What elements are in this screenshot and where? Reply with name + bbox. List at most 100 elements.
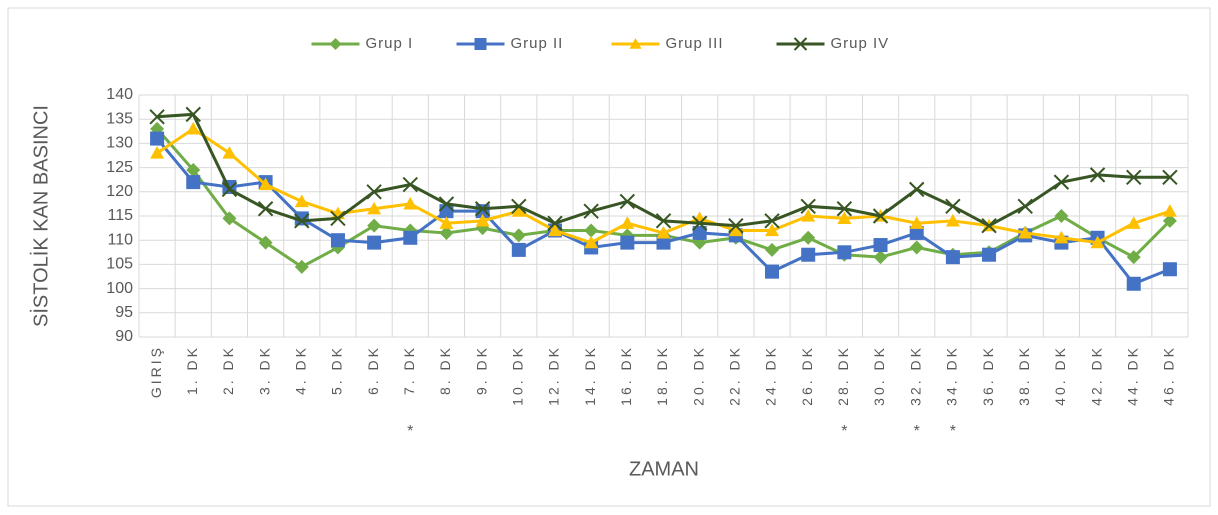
- marker: [439, 216, 454, 229]
- marker: [330, 233, 345, 248]
- marker: [800, 198, 816, 215]
- y-tick-label: 130: [106, 135, 133, 152]
- marker: [584, 235, 599, 249]
- marker: [619, 193, 636, 210]
- marker: [329, 38, 342, 50]
- legend-item: Grup IV: [776, 35, 888, 52]
- marker: [439, 204, 454, 219]
- x-tick-label: 14. DK: [582, 345, 598, 406]
- y-tick-label: 110: [107, 231, 133, 248]
- y-tick-label: 105: [106, 256, 133, 273]
- significance-note: *: [914, 423, 920, 440]
- marker: [873, 238, 888, 253]
- marker: [1162, 262, 1177, 277]
- x-axis-label: ZAMAN: [629, 458, 699, 480]
- marker: [801, 209, 816, 222]
- marker: [186, 163, 201, 178]
- y-tick-label: 140: [106, 86, 133, 103]
- marker: [1054, 209, 1069, 223]
- marker: [150, 146, 165, 159]
- marker: [656, 225, 671, 239]
- y-axis-label: SİSTOLİK KAN BASINCI: [29, 105, 52, 327]
- marker: [656, 235, 671, 250]
- marker: [836, 201, 853, 217]
- marker: [945, 213, 960, 227]
- marker: [511, 204, 526, 217]
- marker: [366, 184, 382, 200]
- marker: [1126, 250, 1141, 265]
- x-tick-label: 6. DK: [365, 345, 381, 395]
- x-tick-label: 16. DK: [618, 345, 634, 406]
- marker: [584, 223, 599, 238]
- marker: [294, 259, 309, 274]
- marker: [1126, 216, 1141, 229]
- marker: [691, 215, 708, 231]
- marker: [873, 250, 888, 265]
- marker: [402, 176, 419, 193]
- x-tick-label: 8. DK: [437, 345, 453, 395]
- marker: [439, 225, 454, 240]
- marker: [511, 242, 526, 257]
- marker: [186, 121, 201, 135]
- y-tick-label: 90: [115, 328, 133, 345]
- marker: [872, 208, 889, 224]
- marker: [547, 223, 562, 237]
- significance-note: *: [950, 423, 956, 440]
- marker: [765, 264, 780, 279]
- marker: [475, 213, 490, 227]
- marker: [1018, 225, 1033, 239]
- x-tick-label: 32. DK: [907, 345, 923, 406]
- marker: [945, 198, 961, 215]
- marker: [620, 216, 635, 229]
- marker: [438, 196, 455, 212]
- marker: [765, 242, 780, 257]
- marker: [981, 217, 997, 234]
- significance-note: *: [407, 423, 413, 440]
- marker: [257, 201, 274, 217]
- x-tick-label: 7. DK: [401, 345, 417, 395]
- marker: [1126, 276, 1141, 291]
- marker: [1053, 174, 1070, 190]
- marker: [945, 250, 960, 265]
- x-tick-label: 22. DK: [727, 345, 743, 406]
- marker: [221, 181, 238, 198]
- marker: [629, 38, 642, 49]
- marker: [294, 194, 309, 208]
- marker: [1017, 198, 1033, 215]
- marker: [258, 177, 273, 191]
- marker: [367, 201, 382, 215]
- marker: [222, 146, 237, 159]
- x-tick-label: 24. DK: [763, 345, 779, 406]
- marker: [330, 210, 346, 227]
- x-tick-label: 42. DK: [1088, 345, 1104, 406]
- x-tick-label: 30. DK: [871, 345, 887, 406]
- x-tick-label: 34. DK: [944, 345, 960, 406]
- marker: [655, 213, 672, 229]
- marker: [511, 198, 527, 215]
- marker: [837, 245, 852, 260]
- x-tick-label: 2. DK: [220, 345, 236, 395]
- y-tick-label: 115: [107, 207, 133, 224]
- significance-note: *: [841, 423, 847, 440]
- marker: [1126, 169, 1142, 185]
- marker: [258, 235, 273, 250]
- x-tick-label: 12. DK: [546, 345, 562, 406]
- x-tick-label: 26. DK: [799, 345, 815, 406]
- series: [149, 106, 1178, 234]
- marker: [403, 230, 418, 245]
- marker: [764, 213, 780, 229]
- y-tick-label: 135: [106, 110, 133, 127]
- marker: [474, 38, 487, 50]
- marker: [1054, 230, 1069, 244]
- marker: [1090, 235, 1105, 249]
- marker: [186, 175, 201, 190]
- x-tick-label: GIRIŞ: [148, 345, 164, 398]
- marker: [474, 201, 491, 217]
- marker: [837, 211, 852, 225]
- marker: [511, 228, 526, 243]
- x-tick-label: 10. DK: [510, 345, 526, 406]
- x-tick-label: 28. DK: [835, 345, 851, 406]
- y-tick-label: 120: [106, 183, 133, 200]
- marker: [367, 235, 382, 250]
- marker: [728, 223, 743, 237]
